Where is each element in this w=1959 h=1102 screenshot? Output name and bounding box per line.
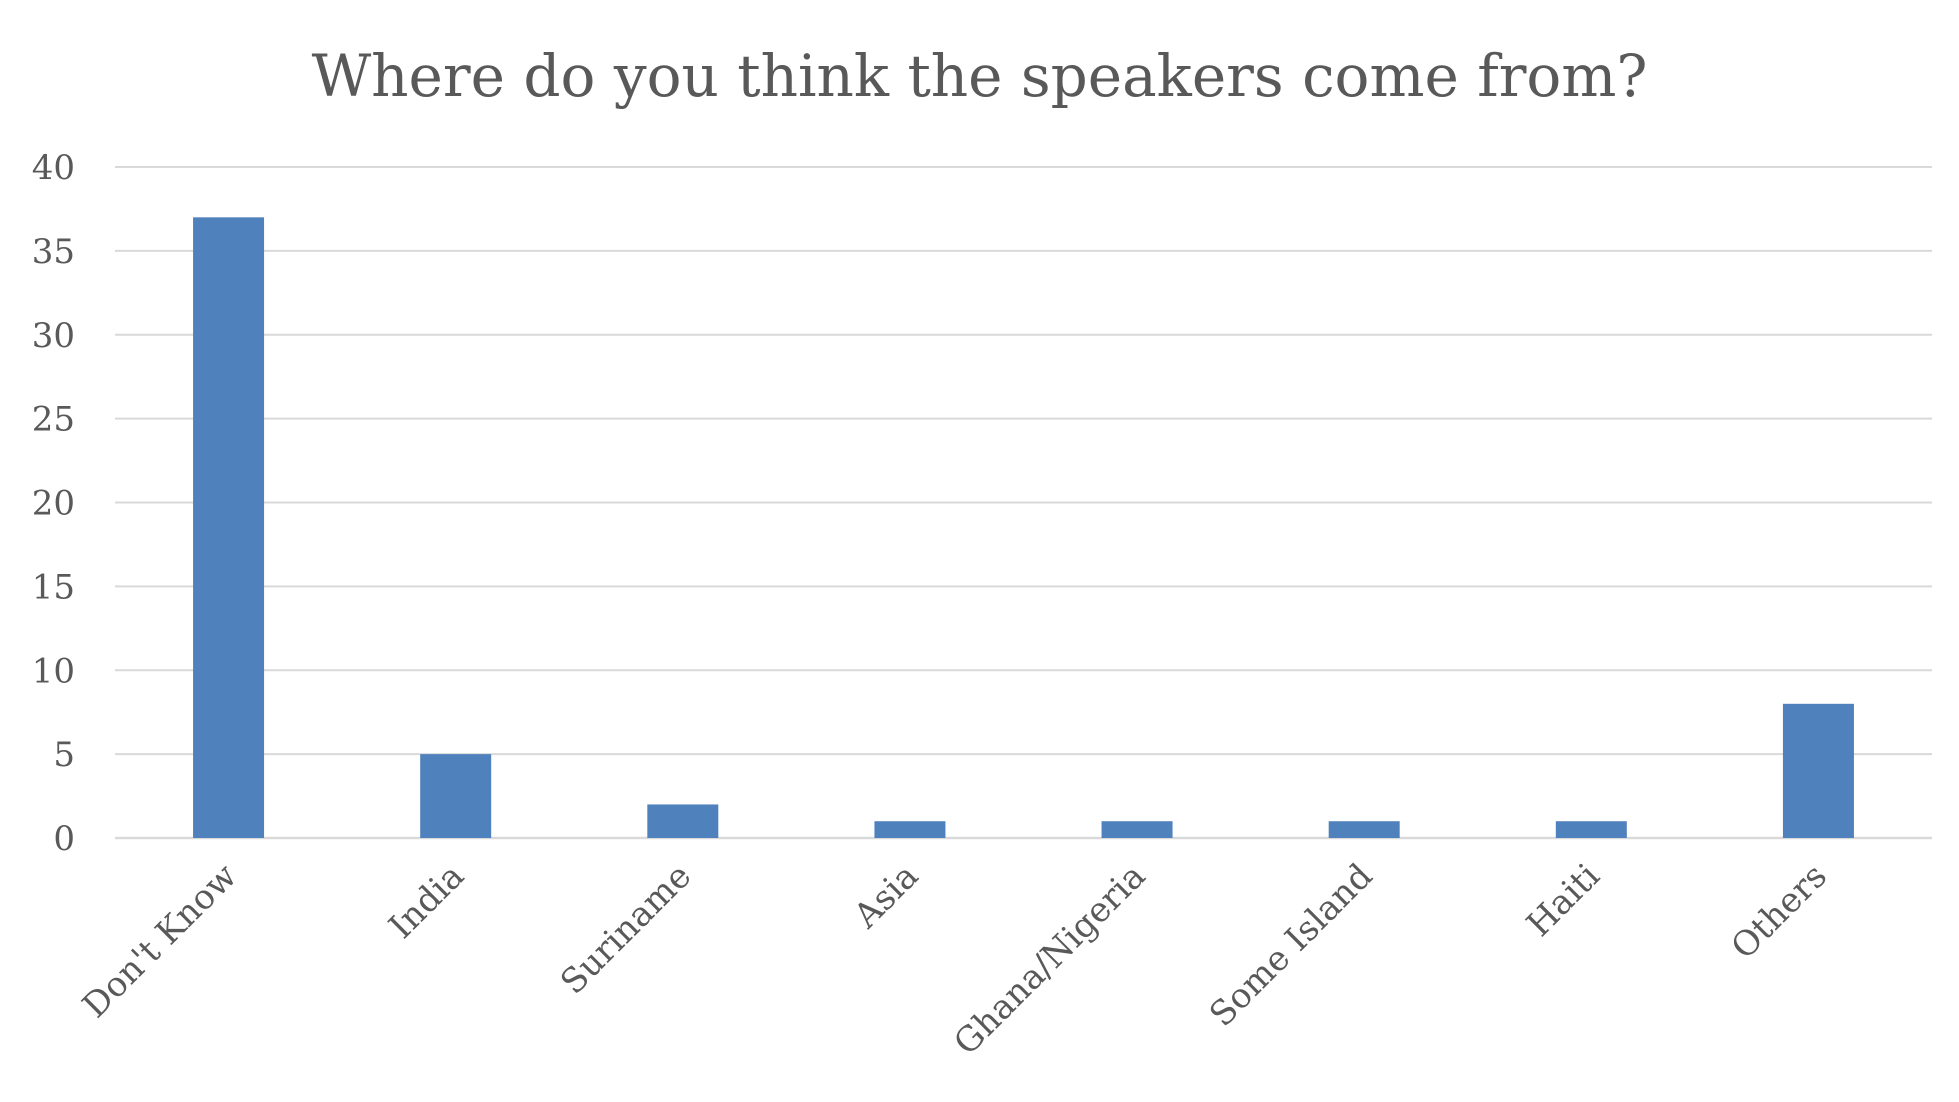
y-tick-label: 5 [53, 735, 75, 775]
y-tick-label: 40 [32, 148, 75, 188]
x-tick-label: Others [1724, 856, 1835, 967]
y-tick-label: 20 [32, 484, 75, 524]
y-tick-label: 25 [32, 400, 75, 440]
x-tick-label: India [381, 856, 472, 947]
y-tick-label: 15 [32, 567, 75, 607]
bar-some-island [1328, 821, 1400, 838]
y-tick-label: 10 [32, 651, 75, 691]
gridlines [115, 166, 1932, 840]
bar-others [1782, 703, 1854, 838]
bar-asia [874, 821, 946, 838]
bars [193, 217, 1854, 838]
y-tick-label: 30 [32, 316, 75, 356]
x-axis-tick-labels: Don't Know India Suriname Asia Ghana/Nigeria… [75, 856, 1835, 1063]
x-tick-label: Ghana/Nigeria [946, 856, 1153, 1063]
x-tick-label: Haiti [1519, 856, 1608, 945]
x-tick-label: Asia [846, 856, 927, 937]
x-tick-label: Some Island [1202, 856, 1381, 1035]
bar-haiti [1555, 821, 1627, 838]
y-tick-label: 0 [53, 819, 75, 859]
bar-ghana-nigeria [1101, 821, 1173, 838]
x-tick-label: Don't Know [75, 856, 245, 1026]
y-axis-tick-labels: 0 5 10 15 20 25 30 35 40 [32, 148, 75, 859]
y-tick-label: 35 [32, 232, 75, 272]
chart-title: Where do you think the speakers come fro… [311, 42, 1648, 110]
bar-suriname [647, 804, 719, 838]
x-tick-label: Suriname [553, 856, 699, 1002]
bar-india [420, 754, 492, 838]
bar-don-t-know [193, 217, 265, 838]
